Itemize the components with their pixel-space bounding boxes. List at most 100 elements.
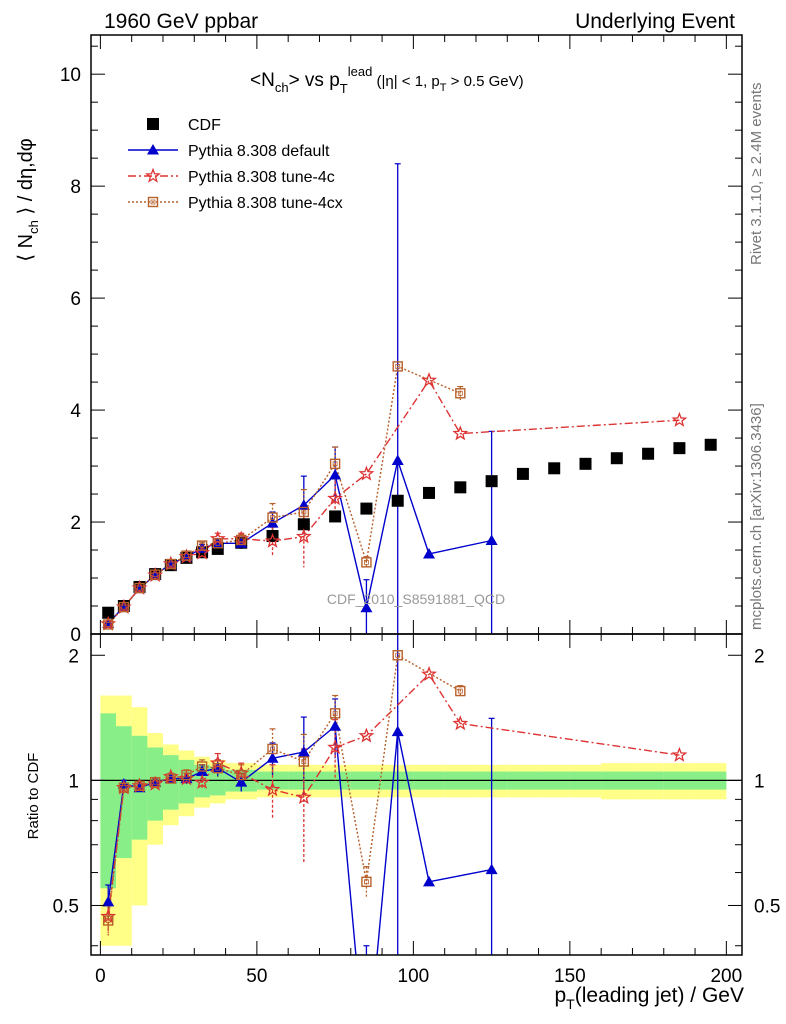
pythia-8-308-tune-4cx-point (134, 582, 145, 594)
pythia-8-308-tune-4c-point (264, 532, 281, 548)
pythia-8-308-default-line (107, 724, 492, 955)
pythia-8-308-tune-4cx-point (165, 558, 177, 570)
pythia-8-308-tune-4cx-point-inner (168, 776, 174, 781)
pythia-8-308-tune-4c-point (194, 773, 211, 789)
y-tick-label: 10 (60, 65, 81, 86)
pythia-8-308-default-point (297, 746, 310, 757)
pythia-8-308-tune-4cx-point (267, 512, 278, 523)
y-tick-label: 4 (70, 401, 81, 422)
legend-marker-cdf (147, 118, 159, 130)
pythia-8-308-default-point (485, 534, 498, 546)
svg-text:mcplots.cern.ch [arXiv:1306.34: mcplots.cern.ch [arXiv:1306.3436] (748, 403, 765, 630)
pythia-8-308-tune-4cx-point (212, 762, 223, 774)
pythia-8-308-tune-4cx-line (107, 654, 461, 921)
pythia-8-308-tune-4c-point (327, 490, 344, 506)
pythia-8-308-tune-4cx-point (329, 458, 341, 470)
cdf-point (329, 510, 342, 523)
y-tick-label: 0.5 (53, 896, 79, 917)
pythia-8-308-tune-4cx-point (181, 769, 192, 781)
pythia-8-308-tune-4cx-point-inner (215, 540, 221, 546)
pythia-8-308-tune-4cx-point-inner (121, 785, 127, 791)
pythia-8-308-default-point (360, 601, 373, 613)
pythia-8-308-default-point (211, 762, 224, 773)
pythia-8-308-tune-4cx-point (149, 776, 161, 788)
pythia-8-308-tune-4cx-point-inner (105, 918, 111, 923)
cdf-point (548, 462, 561, 475)
pythia-8-308-default-point (266, 752, 279, 763)
pythia-8-308-tune-4cx-point-inner (270, 515, 275, 520)
cdf-point (485, 475, 498, 488)
pythia-8-308-tune-4c-line (107, 673, 680, 917)
pythia-8-308-default-point (391, 454, 404, 465)
ratio-panel: 0 50 100 150 200 0.5 0.5 1 1 2 2 (53, 633, 780, 987)
y-tick-label: 0 (70, 625, 81, 646)
y-tick-label-right: 2 (754, 646, 765, 667)
pythia-8-308-tune-4cx-point (212, 538, 223, 549)
pythia-8-308-tune-4c-point (327, 739, 344, 755)
pythia-8-308-tune-4cx-point (298, 506, 310, 518)
legend-label-pythia-8-308-default: Pythia 8.308 default (188, 143, 330, 160)
pythia-8-308-tune-4cx-point-inner (270, 746, 275, 752)
pythia-8-308-tune-4cx-point-inner (137, 783, 142, 789)
pythia-8-308-tune-4cx-point-inner (168, 561, 174, 567)
pythia-8-308-default-point (329, 469, 342, 480)
legend-marker-pythia-8-308-tune-4c (145, 167, 161, 183)
pythia-8-308-tune-4c-point (194, 544, 211, 560)
pythia-8-308-default-line (107, 457, 492, 624)
rivet-label: Rivet 3.1.10, ≥ 2.4M events (748, 83, 765, 266)
pythia-8-308-tune-4c-point (295, 528, 312, 544)
pythia-8-308-tune-4cx-point-inner (152, 779, 158, 785)
x-tick-label: 0 (95, 966, 106, 987)
cdf-point (102, 606, 115, 619)
legend-label-pythia-8-308-tune-4cx: Pythia 8.308 tune-4cx (188, 195, 343, 212)
pythia-8-308-tune-4c-point (100, 908, 117, 924)
pythia-8-308-tune-4cx-point (329, 708, 341, 719)
svg-text:⟨ Nch ⟩ / dη,dφ: ⟨ Nch ⟩ / dη,dφ (15, 138, 41, 262)
legend-marker-pythia-8-308-default (147, 144, 159, 155)
legend-label-pythia-8-308-tune-4c: Pythia 8.308 tune-4c (188, 169, 335, 186)
pythia-8-308-tune-4c-point (358, 727, 375, 743)
collision-label: 1960 GeV ppbar (104, 10, 258, 33)
pythia-8-308-tune-4cx-point (267, 743, 278, 755)
cdf-point (423, 486, 436, 499)
y-tick-label: 6 (70, 289, 81, 310)
main-title: <Nch> vs pTlead (|η| < 1, pT > 0.5 GeV) (250, 64, 524, 96)
legend-marker-pythia-8-308-tune-4cx (147, 196, 159, 208)
x-tick-label: 50 (246, 966, 267, 987)
cdf-point (579, 457, 592, 470)
analysis-label: Underlying Event (575, 10, 735, 33)
pythia-8-308-tune-4cx-point-inner (457, 688, 463, 694)
pythia-8-308-tune-4c-point (671, 746, 688, 762)
pythia-8-308-tune-4cx-point-inner (364, 559, 369, 565)
pythia-8-308-tune-4cx-point-inner (199, 543, 205, 548)
pythia-8-308-tune-4cx-point-inner (238, 537, 244, 543)
pythia-8-308-tune-4c-point (358, 465, 375, 481)
pythia-8-308-tune-4cx-point-inner (364, 879, 369, 885)
cdf-point (454, 481, 467, 494)
pythia-8-308-tune-4cx-point (455, 685, 466, 697)
legend-label-cdf: CDF (188, 117, 221, 134)
pythia-8-308-tune-4c-point (421, 372, 437, 388)
pythia-8-308-tune-4cx-point-inner (105, 622, 111, 627)
y-tick-label-right: 1 (754, 771, 765, 792)
y-tick-label: 2 (70, 513, 81, 534)
pythia-8-308-tune-4c-point (421, 665, 437, 682)
pythia-8-308-tune-4cx-point (455, 388, 466, 399)
pythia-8-308-tune-4cx-point-inner (137, 585, 142, 591)
mcplots-label: mcplots.cern.ch [arXiv:1306.3436] (748, 403, 765, 630)
pythia-8-308-tune-4cx-point (361, 876, 372, 888)
watermark: CDF_2010_S8591881_QCD (327, 591, 505, 607)
pythia-8-308-tune-4cx-point-inner (395, 652, 401, 658)
main-panel: 0 2 4 6 8 10 CDF_2010_S8591881_QCD CDF Pythia 8.… (60, 34, 743, 646)
cdf-point (297, 518, 310, 531)
pythia-8-308-tune-4cx-point (118, 782, 130, 793)
main-y-axis-label: ⟨ Nch ⟩ / dη,dφ (15, 138, 41, 262)
x-tick-label: 150 (554, 966, 586, 987)
pythia-8-308-tune-4c-point (264, 781, 281, 797)
pythia-8-308-default-point (485, 863, 498, 875)
pythia-8-308-tune-4cx-point-inner (121, 604, 127, 610)
pythia-8-308-tune-4cx-point (361, 557, 372, 568)
y-tick-label: 1 (68, 771, 79, 792)
ratio-panel-data (91, 634, 742, 955)
svg-text:Ratio to CDF: Ratio to CDF (25, 753, 42, 840)
